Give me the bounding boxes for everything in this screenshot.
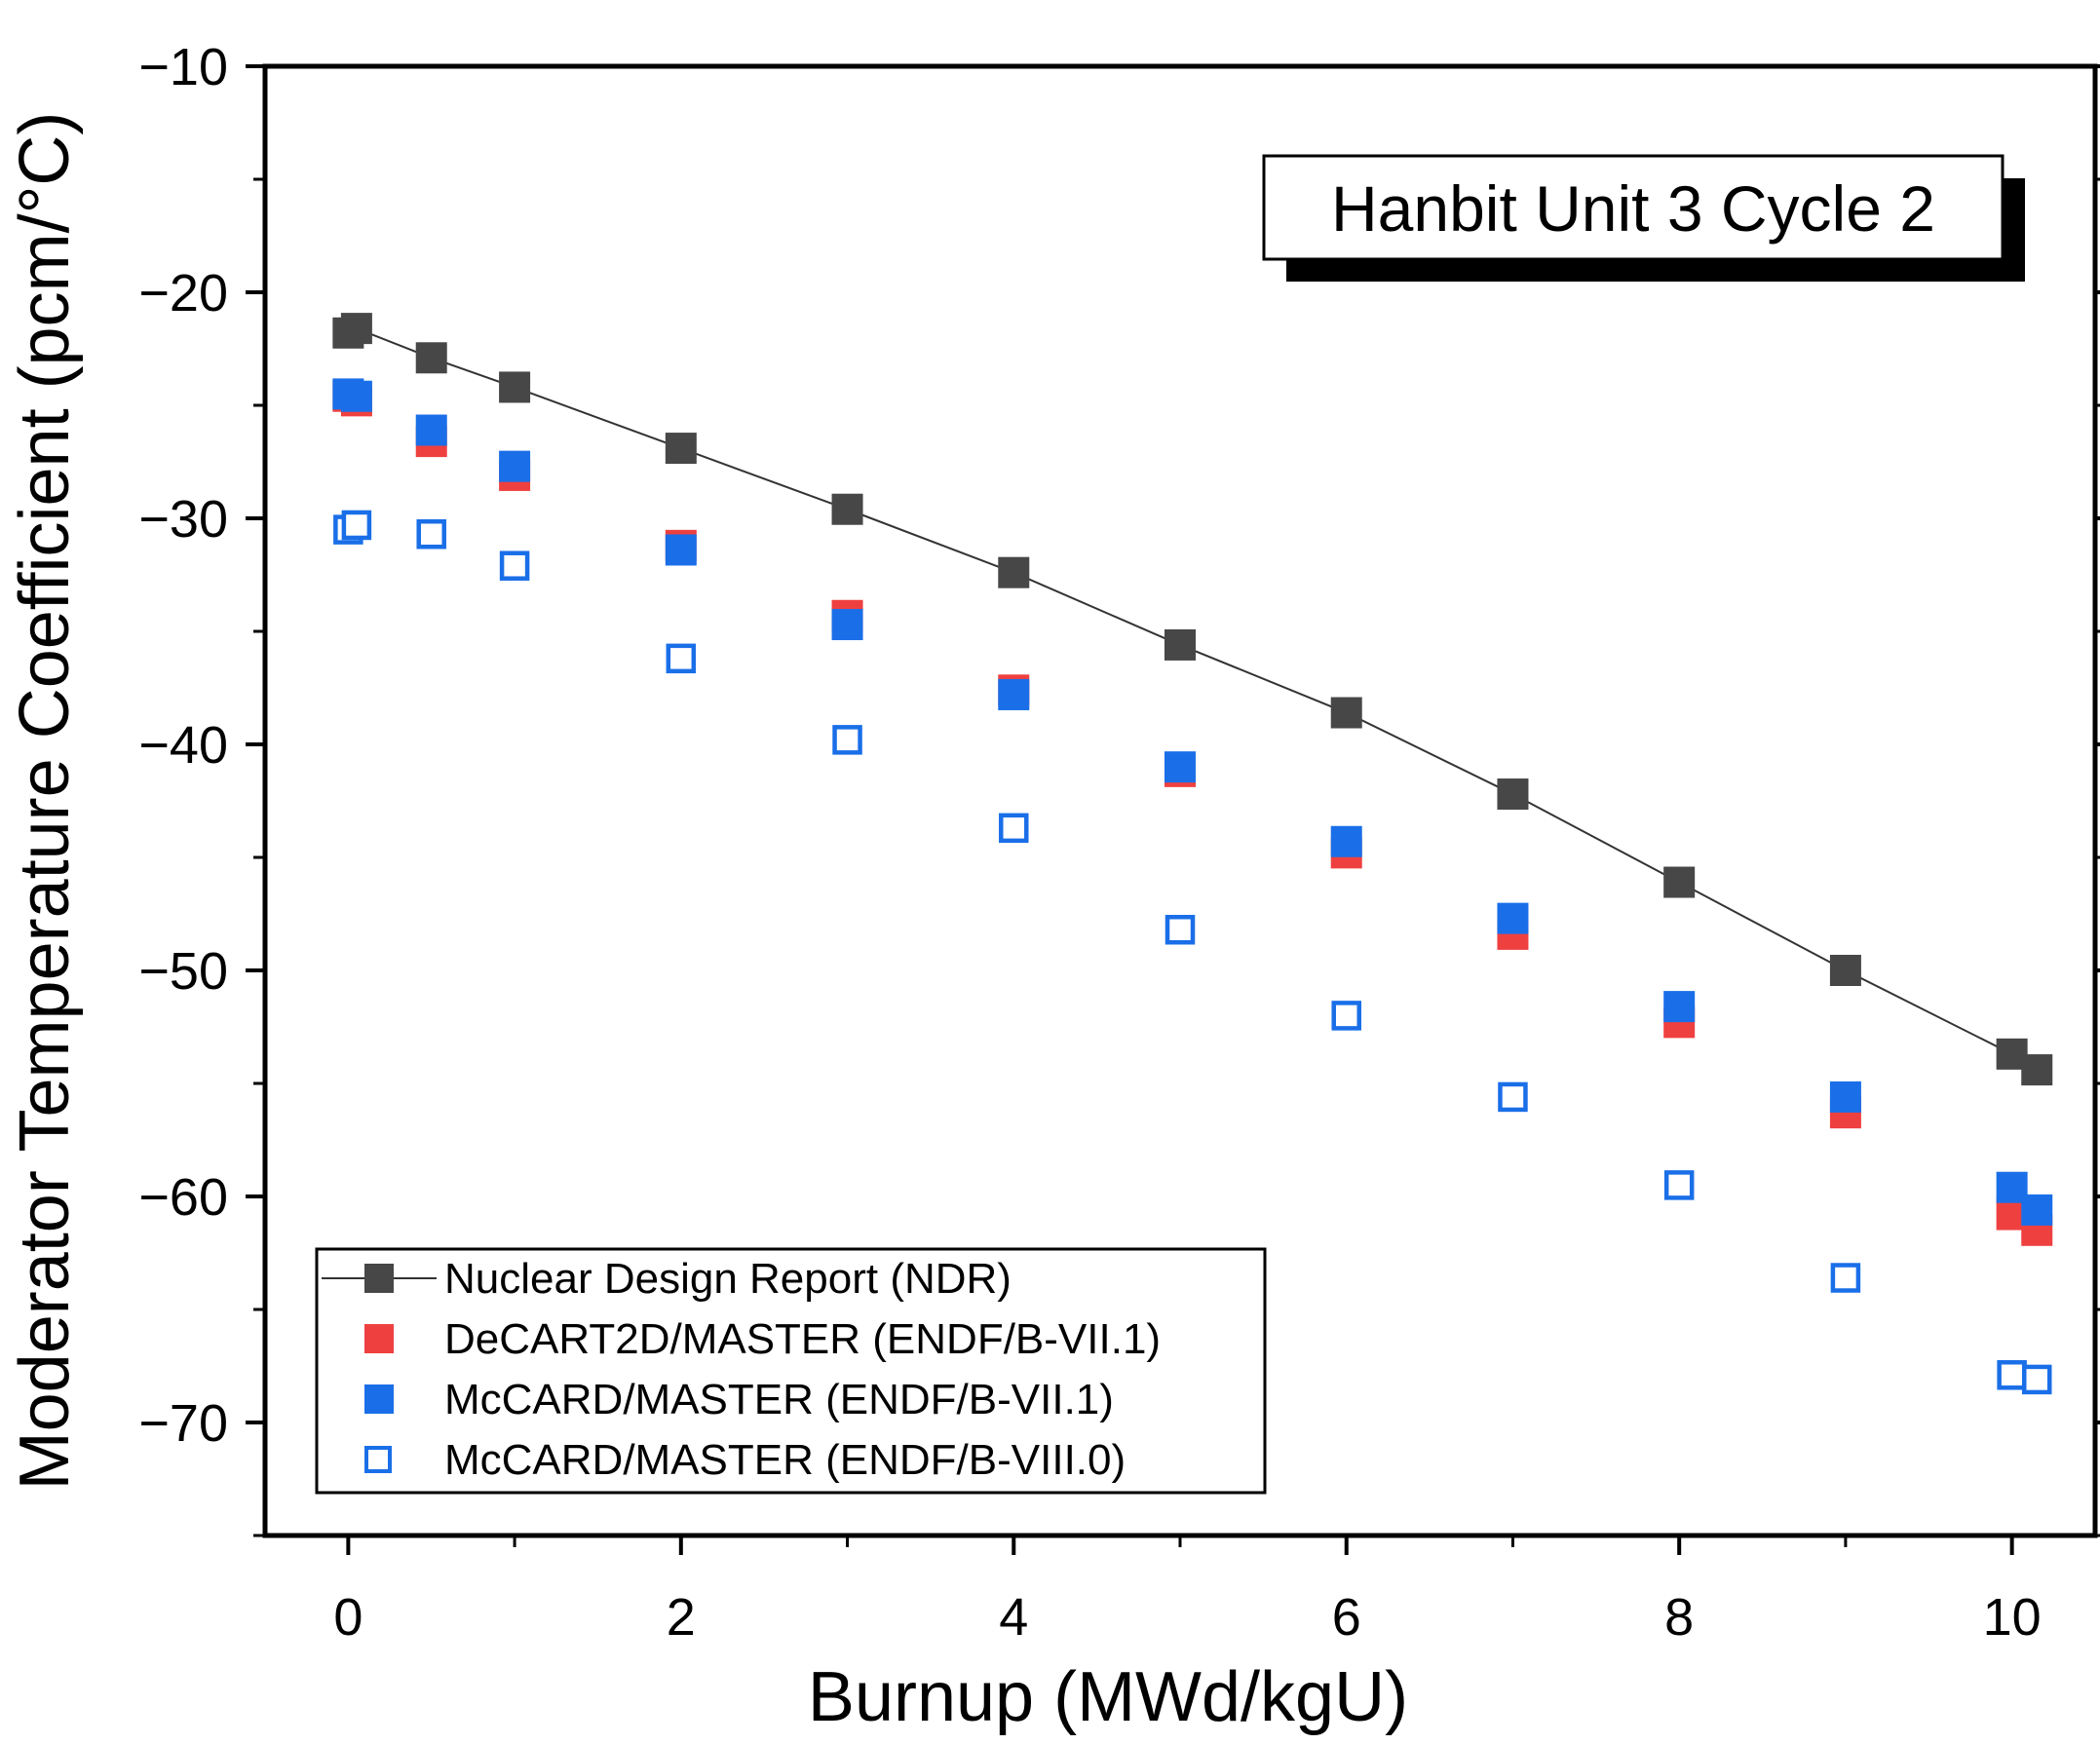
annotation-box: Hanbit Unit 3 Cycle 2 <box>1262 154 2025 282</box>
data-point <box>999 813 1029 844</box>
data-point <box>1498 1081 1528 1113</box>
series-1 <box>332 313 2053 1086</box>
data-point <box>1331 1001 1361 1031</box>
y-tick-label: −30 <box>138 490 228 549</box>
data-point <box>832 725 862 755</box>
legend: Nuclear Design Report (NDR) DeCART2D/MAST… <box>315 1247 1267 1495</box>
y-tick-label: −60 <box>138 1168 228 1227</box>
legend-frame <box>315 1247 1267 1495</box>
data-point <box>415 342 447 374</box>
data-point <box>1330 825 1362 857</box>
data-point <box>665 534 697 566</box>
data-point <box>831 493 863 525</box>
annotation-text: Hanbit Unit 3 Cycle 2 <box>1331 172 1935 245</box>
y-tick-label: −40 <box>138 716 228 775</box>
y-tick-label: −70 <box>138 1394 228 1453</box>
x-tick-label: 2 <box>667 1588 696 1647</box>
legend-label: McCARD/MASTER (ENDF/B-VII.1) <box>444 1376 1114 1423</box>
data-point <box>1997 1360 2027 1390</box>
y-tick-labels: −10 −20 −30 −40 −50 −60 −70 <box>138 38 228 1453</box>
data-point <box>1830 1263 1861 1293</box>
data-point <box>415 414 447 446</box>
x-tick-label: 4 <box>999 1588 1028 1647</box>
y-tick-label: −50 <box>138 942 228 1001</box>
x-tick-label: 0 <box>333 1588 363 1647</box>
data-point <box>1663 866 1696 898</box>
data-point <box>499 450 531 482</box>
y-axis-title: Moderator Temperature Coefficient (pcm/°… <box>6 112 84 1491</box>
data-point <box>831 609 863 641</box>
x-tick-labels: 0 2 4 6 8 10 <box>333 1588 2041 1647</box>
legend-entries: Nuclear Design Report (NDR) DeCART2D/MAST… <box>322 1255 1161 1484</box>
data-point <box>1165 751 1196 783</box>
data-point <box>1829 1081 1861 1113</box>
data-point <box>666 643 697 674</box>
legend-swatch <box>364 1384 394 1414</box>
data-point <box>1497 902 1529 934</box>
y-tick-label: −20 <box>138 264 228 322</box>
data-point <box>665 433 697 465</box>
x-axis-title: Burnup (MWd/kgU) <box>808 1658 1408 1736</box>
data-point <box>1165 914 1196 945</box>
data-point <box>1663 1170 1695 1200</box>
data-point <box>340 380 372 412</box>
data-point <box>998 678 1030 710</box>
legend-label: McCARD/MASTER (ENDF/B-VIII.0) <box>444 1436 1126 1484</box>
series-3 <box>332 378 2053 1226</box>
x-tick-label: 10 <box>1983 1588 2042 1647</box>
legend-swatch <box>364 1324 394 1353</box>
data-point <box>1497 778 1529 811</box>
legend-entry: McCARD/MASTER (ENDF/B-VIII.0) <box>364 1436 1126 1484</box>
data-point <box>1165 628 1196 661</box>
data-point <box>2021 1194 2053 1226</box>
data-point <box>1663 991 1696 1023</box>
legend-entry: McCARD/MASTER (ENDF/B-VII.1) <box>364 1376 1114 1423</box>
legend-label: DeCART2D/MASTER (ENDF/B-VII.1) <box>444 1315 1161 1363</box>
x-tick-label: 8 <box>1664 1588 1694 1647</box>
data-point <box>499 550 530 581</box>
data-point <box>998 556 1030 588</box>
data-point <box>341 510 372 541</box>
annotation-box-frame <box>1262 154 2005 261</box>
y-tick-label: −10 <box>138 38 228 96</box>
series-layer <box>332 313 2053 1395</box>
data-point <box>1330 697 1362 729</box>
x-tick-label: 6 <box>1332 1588 1361 1647</box>
legend-swatch <box>364 1446 392 1473</box>
axis-ticks <box>246 64 2100 1555</box>
data-point <box>2021 1054 2053 1086</box>
data-point <box>1829 955 1861 986</box>
data-point <box>340 313 372 345</box>
legend-label: Nuclear Design Report (NDR) <box>444 1255 1012 1303</box>
legend-swatch <box>364 1264 394 1293</box>
data-point <box>2021 1364 2052 1395</box>
series-4 <box>333 510 2052 1395</box>
data-point <box>499 371 531 403</box>
legend-entry: DeCART2D/MASTER (ENDF/B-VII.1) <box>364 1315 1161 1363</box>
data-point <box>416 518 446 550</box>
legend-entry: Nuclear Design Report (NDR) <box>322 1255 1012 1303</box>
